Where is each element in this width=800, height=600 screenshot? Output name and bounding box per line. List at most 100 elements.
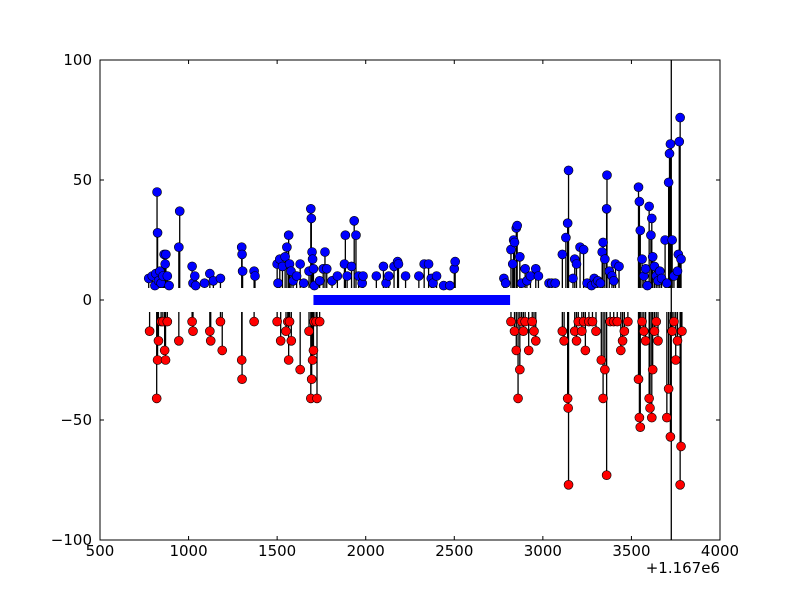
- upper-point: [280, 251, 290, 262]
- upper-point: [152, 228, 163, 238]
- baseline-band: [313, 295, 511, 305]
- lower-point: [236, 355, 247, 365]
- lower-point: [286, 335, 297, 346]
- x-tick-label: 1000: [169, 542, 207, 560]
- upper-point: [674, 136, 685, 147]
- upper-point: [512, 220, 522, 231]
- upper-point: [321, 263, 332, 274]
- lower-point: [162, 316, 173, 327]
- upper-point: [250, 271, 260, 281]
- lower-point: [515, 364, 525, 375]
- lower-point: [640, 335, 651, 346]
- lower-point: [615, 345, 626, 356]
- lower-point: [511, 345, 522, 356]
- lower-point: [513, 393, 523, 404]
- x-tick-label: 500: [86, 542, 115, 560]
- lower-point: [237, 374, 247, 385]
- upper-point: [515, 251, 525, 262]
- lower-point: [635, 422, 646, 433]
- upper-point: [295, 259, 305, 269]
- lower-point: [160, 355, 171, 365]
- x-tick-label: 4000: [701, 542, 739, 560]
- x-offset-label: +1.167e6: [646, 559, 720, 577]
- lower-point: [623, 316, 633, 327]
- upper-point: [199, 278, 210, 289]
- lower-point: [639, 326, 649, 337]
- upper-point: [187, 261, 197, 272]
- upper-point: [568, 273, 578, 284]
- upper-point: [647, 251, 658, 262]
- upper-point: [557, 249, 568, 260]
- lower-point: [672, 335, 683, 346]
- lower-point: [591, 326, 601, 337]
- lower-point: [152, 355, 163, 365]
- upper-point: [305, 204, 316, 214]
- lower-point: [174, 335, 184, 346]
- upper-point: [273, 278, 283, 289]
- lower-point: [529, 326, 539, 337]
- lower-point: [562, 393, 573, 404]
- y-tick-label: 100: [63, 51, 92, 69]
- upper-point: [614, 261, 624, 272]
- upper-point: [174, 242, 184, 252]
- lower-point: [676, 441, 686, 452]
- upper-point: [664, 148, 675, 159]
- lower-point: [312, 393, 322, 404]
- upper-point: [393, 259, 404, 269]
- lower-point: [649, 326, 660, 337]
- y-tick-label: 0: [82, 291, 92, 309]
- upper-point: [306, 213, 317, 224]
- lower-point: [665, 431, 676, 442]
- upper-point: [520, 263, 530, 274]
- upper-point: [164, 280, 174, 291]
- upper-point: [332, 271, 343, 281]
- upper-point: [378, 261, 389, 272]
- lower-point: [600, 364, 610, 375]
- lower-point: [675, 479, 685, 490]
- x-tick-label: 2000: [347, 542, 385, 560]
- upper-point: [349, 216, 360, 226]
- lower-point: [151, 393, 162, 404]
- y-tick-label: −100: [51, 531, 92, 549]
- upper-point: [634, 196, 645, 207]
- lower-point: [249, 316, 259, 327]
- lower-point: [577, 326, 587, 337]
- lower-point: [587, 316, 598, 327]
- upper-point: [600, 254, 610, 265]
- upper-point: [507, 259, 518, 269]
- lower-point: [557, 326, 568, 337]
- y-tick-label: −50: [60, 411, 92, 429]
- lower-point: [506, 316, 516, 327]
- lower-point: [530, 335, 541, 346]
- lower-point: [647, 364, 658, 375]
- upper-point: [215, 273, 226, 284]
- lower-point: [677, 326, 687, 337]
- upper-point: [602, 170, 612, 180]
- lower-point: [559, 335, 569, 346]
- upper-point: [662, 278, 672, 289]
- lower-point: [645, 403, 655, 413]
- upper-point: [563, 165, 574, 176]
- upper-point: [152, 187, 162, 197]
- upper-point: [314, 275, 325, 286]
- upper-point: [307, 254, 318, 265]
- lower-point: [662, 412, 672, 423]
- upper-point: [665, 139, 676, 149]
- y-tick-label: 50: [73, 171, 92, 189]
- upper-point: [400, 271, 411, 281]
- lower-point: [205, 326, 215, 337]
- lower-point: [527, 316, 538, 327]
- lower-point: [284, 316, 295, 327]
- upper-point: [562, 218, 573, 228]
- upper-point: [237, 249, 247, 260]
- upper-point: [161, 249, 171, 260]
- upper-point: [431, 271, 442, 281]
- lower-point: [283, 355, 294, 365]
- upper-point: [162, 271, 173, 281]
- upper-point: [637, 254, 647, 265]
- lower-point: [308, 345, 319, 356]
- upper-point: [646, 213, 657, 224]
- upper-point: [601, 204, 612, 214]
- upper-point: [450, 256, 460, 267]
